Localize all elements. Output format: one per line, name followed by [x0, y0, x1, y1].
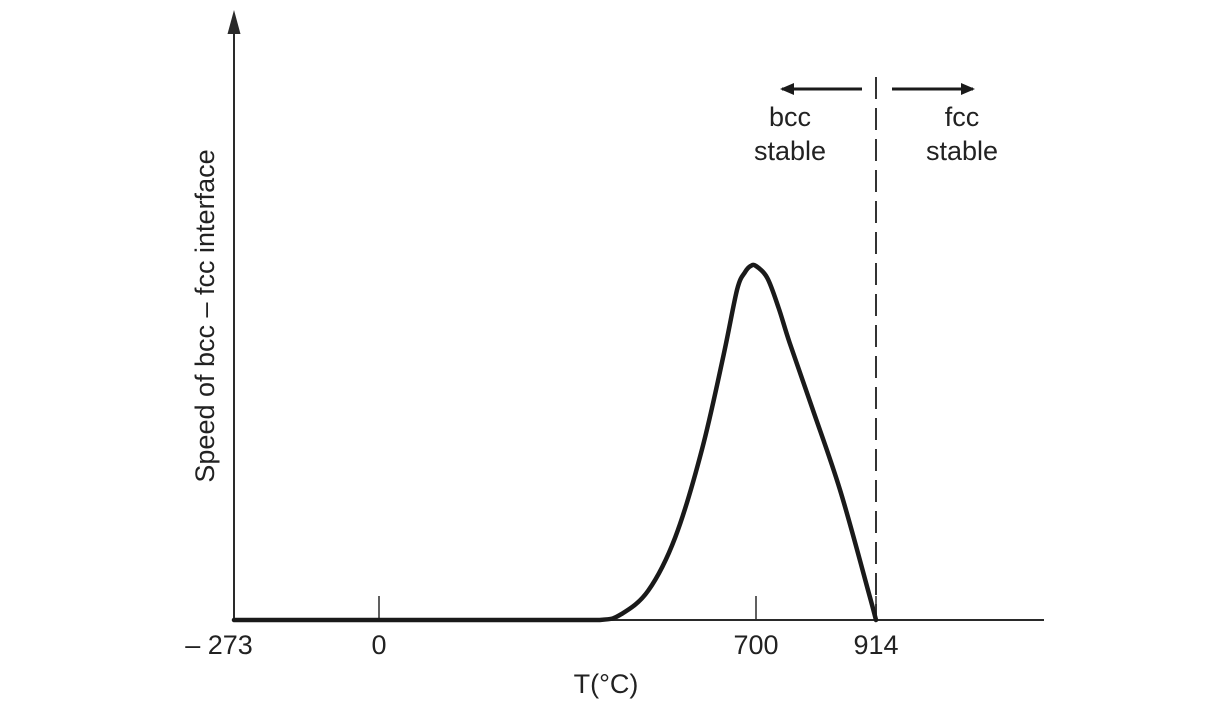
x-tick-label: 700	[733, 630, 778, 660]
annotation-bcc-line1: bcc	[769, 102, 811, 132]
annotation-fcc-line2: stable	[926, 136, 998, 166]
x-tick-label: 0	[371, 630, 386, 660]
x-axis-label: T(°C)	[574, 669, 639, 699]
x-tick-label: – 273	[185, 630, 253, 660]
y-axis-label: Speed of bcc – fcc interface	[190, 149, 220, 482]
annotation-bcc-line2: stable	[754, 136, 826, 166]
x-tick-label: 914	[853, 630, 898, 660]
series-line-interface-speed	[231, 262, 879, 623]
x-ticks: – 273 0 700 914	[185, 596, 899, 660]
y-axis-arrow-icon	[227, 10, 241, 34]
annotation-fcc-line1: fcc	[945, 102, 980, 132]
